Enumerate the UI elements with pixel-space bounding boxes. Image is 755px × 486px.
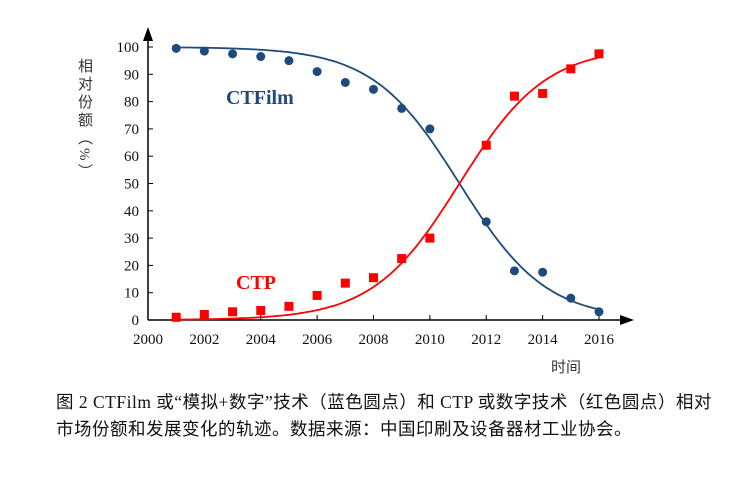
data-point-ctp [284, 301, 294, 311]
y-tick-label: 50 [124, 177, 139, 193]
data-point-ctfilm [256, 52, 266, 62]
data-point-ctfilm [509, 266, 519, 276]
y-tick-label: 40 [124, 204, 139, 220]
y-tick-label: 60 [124, 149, 139, 165]
data-point-ctfilm [312, 67, 322, 77]
y-tick-label: 90 [124, 67, 139, 83]
data-point-ctfilm [228, 49, 238, 59]
data-point-ctp [171, 312, 181, 322]
x-tick-label: 2012 [471, 332, 501, 348]
trend-line-ctp [176, 56, 600, 321]
data-point-ctp [312, 290, 322, 300]
data-point-ctfilm [340, 77, 350, 87]
y-tick-label: 100 [117, 40, 140, 56]
data-point-ctp [228, 307, 238, 317]
x-tick-label: 2014 [528, 332, 559, 348]
x-tick-label: 2004 [246, 332, 277, 348]
x-tick-label: 2002 [189, 332, 219, 348]
x-tick-label: 2006 [302, 332, 333, 348]
data-point-ctfilm [397, 103, 407, 113]
series-label-ctp: CTP [236, 272, 276, 294]
series-label-ctfilm: CTFilm [226, 87, 294, 109]
data-point-ctfilm [369, 84, 378, 94]
y-tick-label: 10 [124, 286, 139, 302]
y-tick-label: 0 [132, 313, 140, 329]
x-tick-label: 2010 [415, 332, 445, 348]
x-axis-label: 时间 [551, 360, 582, 376]
data-point-ctp [594, 49, 604, 59]
data-point-ctp [256, 305, 266, 315]
x-tick-label: 2016 [584, 332, 615, 348]
data-point-ctp [481, 140, 491, 150]
x-tick-label: 2008 [359, 332, 389, 348]
data-point-ctfilm [594, 307, 604, 317]
data-point-ctfilm [425, 124, 435, 134]
y-tick-label: 20 [124, 258, 139, 274]
data-point-ctfilm [284, 56, 294, 66]
data-point-ctp [199, 310, 209, 320]
y-tick-label: 80 [124, 95, 139, 111]
data-point-ctp [538, 88, 548, 98]
trend-line-ctfilm [176, 46, 600, 311]
data-point-ctfilm [481, 217, 491, 227]
data-point-ctfilm [538, 267, 548, 277]
data-point-ctp [397, 254, 407, 264]
figure-caption: 图 2 CTFilm 或“模拟+数字”技术（蓝色圆点）和 CTP 或数字技术（红… [56, 392, 712, 439]
y-tick-label: 30 [124, 231, 139, 247]
data-point-ctp [369, 273, 378, 283]
data-point-ctfilm [199, 46, 209, 56]
data-point-ctfilm [171, 43, 181, 53]
data-point-ctp [425, 233, 435, 243]
data-point-ctp [509, 91, 519, 101]
y-axis-arrow [143, 27, 153, 41]
x-tick-label: 2000 [133, 332, 163, 348]
data-point-ctp [566, 64, 576, 74]
y-axis-label: 相对份额（%） [76, 58, 92, 182]
y-tick-label: 70 [124, 122, 139, 138]
x-axis-arrow [620, 315, 634, 325]
data-point-ctp [340, 278, 350, 288]
data-point-ctfilm [566, 293, 576, 303]
